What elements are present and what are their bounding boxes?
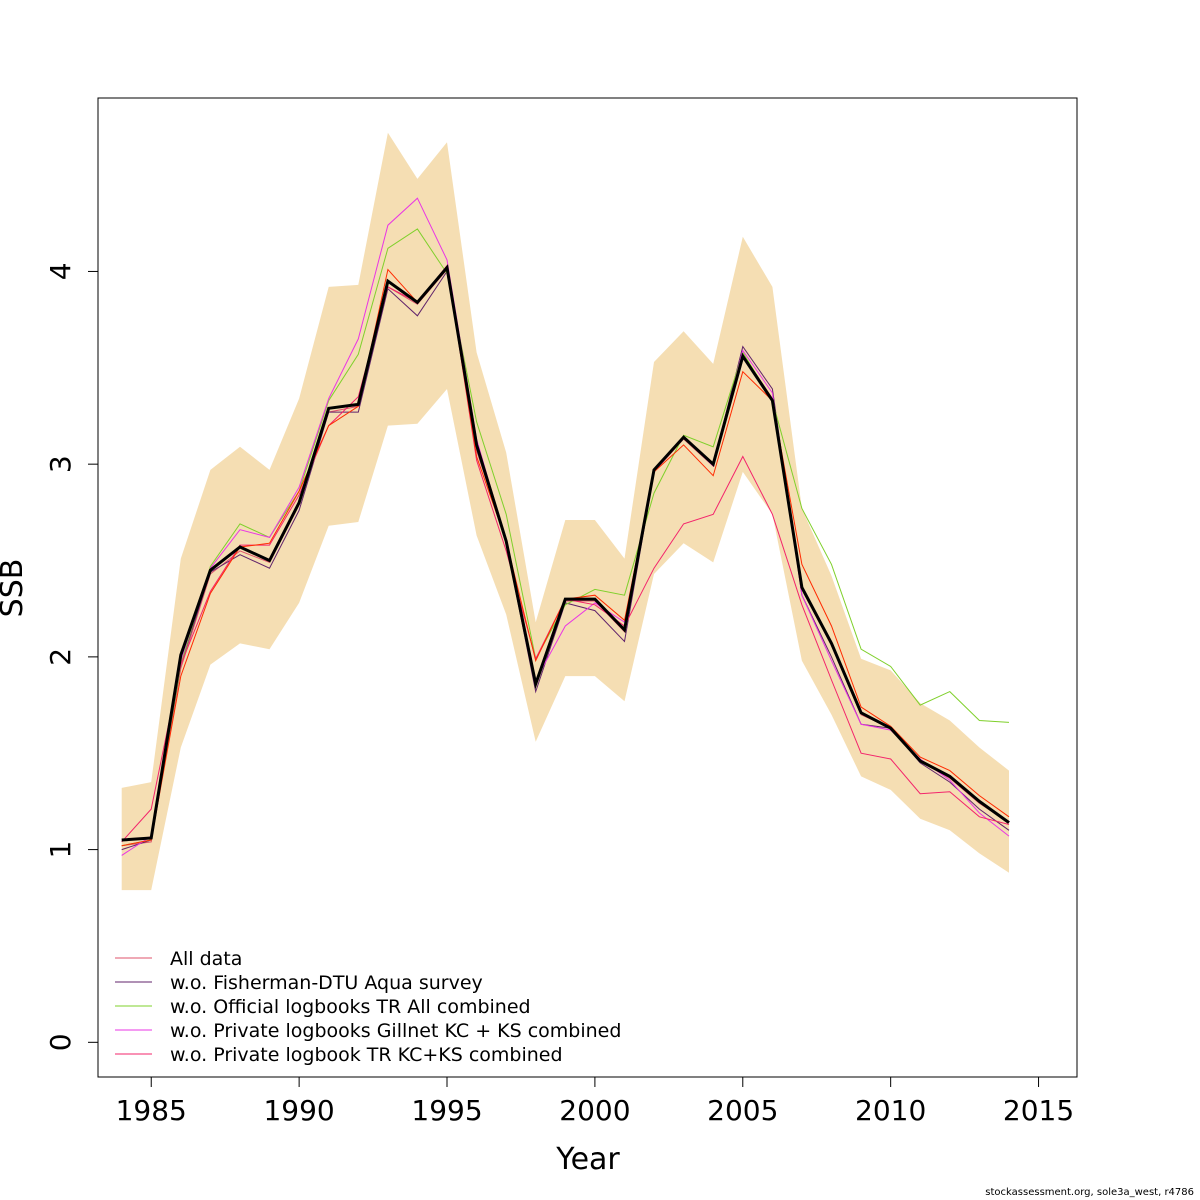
y-tick-label: 0: [44, 1033, 77, 1051]
legend-label: All data: [170, 948, 242, 970]
main-estimate-layer: [121, 264, 1010, 842]
y-tick-label: 1: [44, 841, 77, 859]
credit-text: stockassessment.org, sole3a_west, r4786: [985, 1187, 1194, 1198]
x-tick-label: 1995: [411, 1094, 482, 1127]
legend-label: w.o. Fisherman-DTU Aqua survey: [170, 972, 483, 994]
confidence-band: [121, 132, 1009, 891]
main-estimate-line: [121, 264, 1010, 842]
x-tick-label: 1985: [116, 1094, 187, 1127]
x-tick-label: 2005: [707, 1094, 778, 1127]
confidence-band-layer: [121, 132, 1009, 891]
x-tick-label: 1990: [263, 1094, 334, 1127]
x-tick-label: 2000: [559, 1094, 630, 1127]
x-tick-label: 2010: [855, 1094, 926, 1127]
legend-label: w.o. Private logbook TR KC+KS combined: [170, 1044, 563, 1066]
legend-label: w.o. Private logbooks Gillnet KC + KS co…: [170, 1020, 621, 1042]
x-tick-label: 2015: [1003, 1094, 1074, 1127]
x-axis: 1985 1990 1995 2000 2005 2010 2015: [116, 1076, 1074, 1127]
x-axis-title: Year: [555, 1142, 620, 1177]
legend-label: w.o. Official logbooks TR All combined: [170, 996, 531, 1018]
series-line-4: [121, 197, 1010, 856]
y-axis: 0 1 2 3 4: [44, 262, 99, 1051]
y-tick-label: 2: [44, 648, 77, 666]
y-tick-label: 3: [44, 455, 77, 473]
y-tick-label: 4: [44, 262, 77, 280]
y-axis-title: SSB: [0, 559, 30, 618]
